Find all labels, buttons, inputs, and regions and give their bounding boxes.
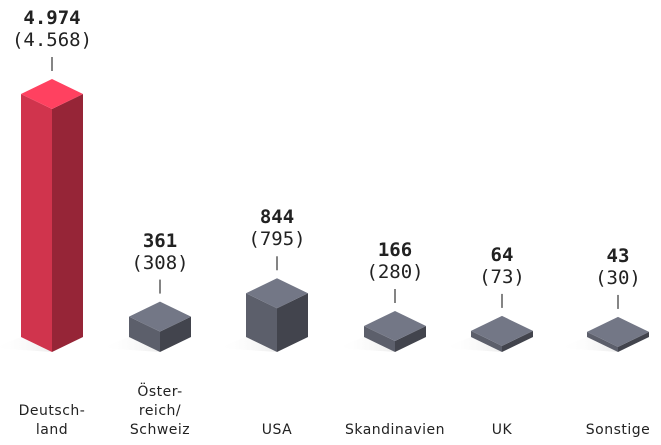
previous-value-label: (30) (595, 266, 641, 289)
bar (21, 79, 83, 352)
bar-right-face (502, 330, 533, 352)
category-label: Öster- reich/ Schweiz (129, 384, 191, 438)
bar (246, 278, 308, 352)
previous-value-label: (73) (479, 265, 525, 288)
bar-top-face (246, 278, 308, 309)
shadow (0, 337, 52, 352)
bar-right-face (618, 331, 649, 352)
bar-right-face (160, 316, 191, 352)
bar (471, 315, 533, 352)
previous-value-label: (4.568) (11, 29, 93, 51)
shadow (443, 337, 502, 352)
bar-left-face (587, 331, 618, 352)
bar-top-face (129, 301, 191, 332)
shadow (559, 337, 618, 352)
bar-top-face (21, 79, 83, 109)
category-label: UK (491, 422, 513, 438)
value-label: 64 (490, 243, 514, 266)
category-label: Deutsch- land (18, 403, 86, 438)
bar-left-face (364, 325, 395, 352)
bar-right-face (277, 293, 308, 352)
category-label: Skandinavien (344, 422, 446, 438)
previous-value-label: (308) (131, 251, 189, 274)
bar-left-face (246, 293, 277, 352)
bar-top-face (587, 316, 649, 347)
bar-left-face (471, 330, 502, 352)
bar-right-face (395, 325, 426, 352)
bar-top-face (471, 315, 533, 346)
bar (364, 310, 426, 352)
bar (587, 316, 649, 352)
shadow (218, 337, 277, 352)
bar-left-face (129, 316, 160, 352)
value-label: 166 (377, 238, 413, 261)
bar-right-face (52, 94, 83, 352)
previous-value-label: (280) (366, 260, 424, 283)
value-label: 4.974 (23, 7, 81, 29)
value-label: 43 (606, 244, 630, 267)
value-label: 361 (142, 229, 178, 252)
category-label: Sonstige (585, 422, 651, 438)
shadow (101, 337, 160, 352)
previous-value-label: (795) (248, 228, 306, 251)
bar-left-face (21, 94, 52, 352)
bar (129, 301, 191, 352)
shadow (336, 337, 395, 352)
bar-top-face (364, 310, 426, 341)
category-label: USA (261, 422, 293, 438)
value-label: 844 (259, 206, 295, 229)
